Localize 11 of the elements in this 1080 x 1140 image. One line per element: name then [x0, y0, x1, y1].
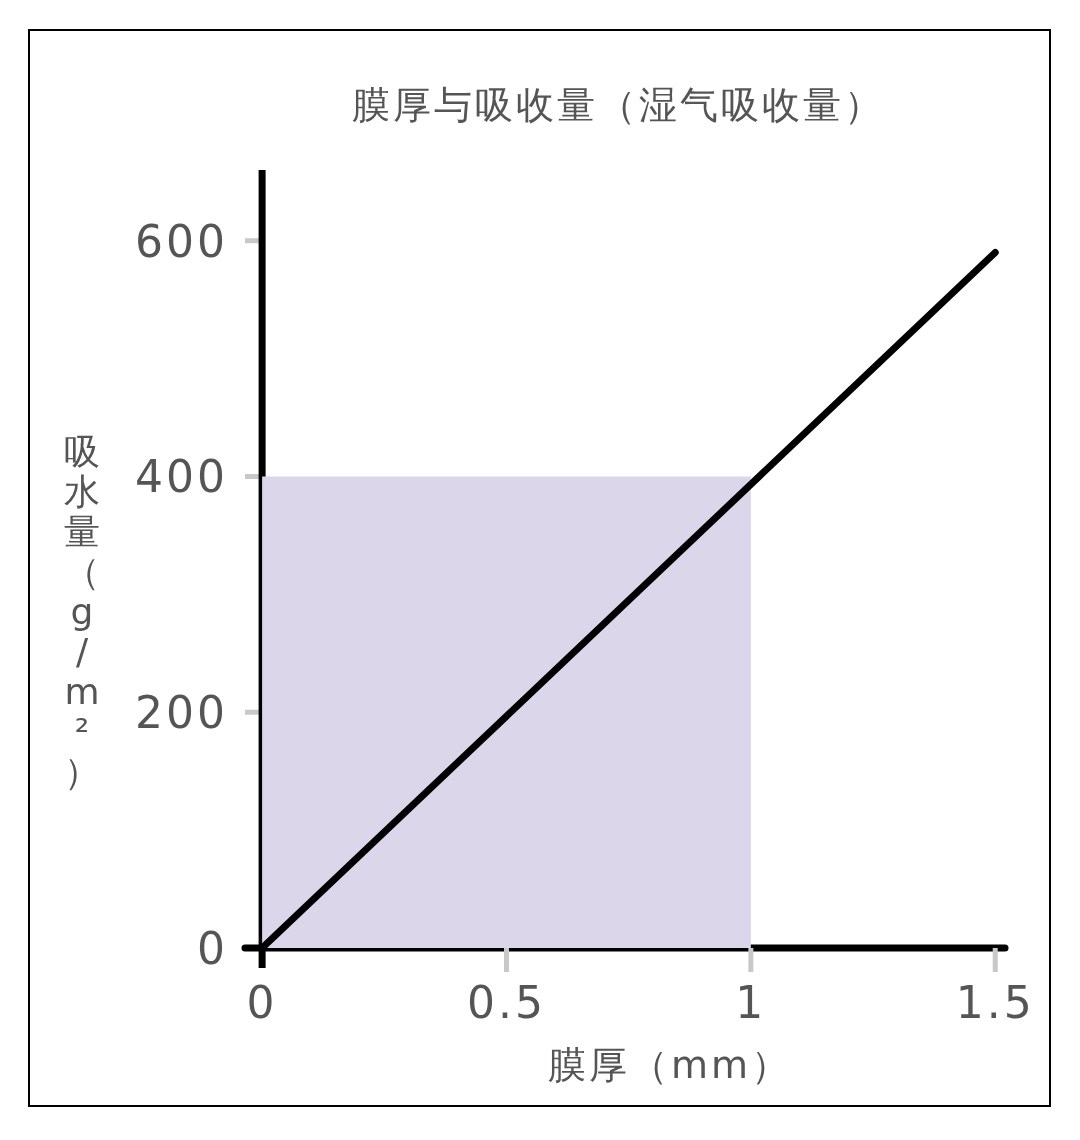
x-tick-label: 0.5 — [466, 977, 546, 1028]
x-tick-label: 1 — [735, 977, 767, 1028]
y-tick-label: 400 — [135, 451, 228, 503]
x-tick-label: 0 — [246, 977, 278, 1028]
x-axis-title: 膜厚（mm） — [547, 1043, 793, 1087]
y-tick-label: 600 — [135, 215, 228, 267]
x-tick-label: 1.5 — [955, 977, 1035, 1028]
y-tick-label: 200 — [135, 687, 228, 739]
chart-title: 膜厚与吸收量（湿气吸收量） — [351, 83, 885, 127]
y-tick-label: 0 — [197, 922, 228, 974]
text: 吸水量（g/m²） — [64, 431, 100, 792]
